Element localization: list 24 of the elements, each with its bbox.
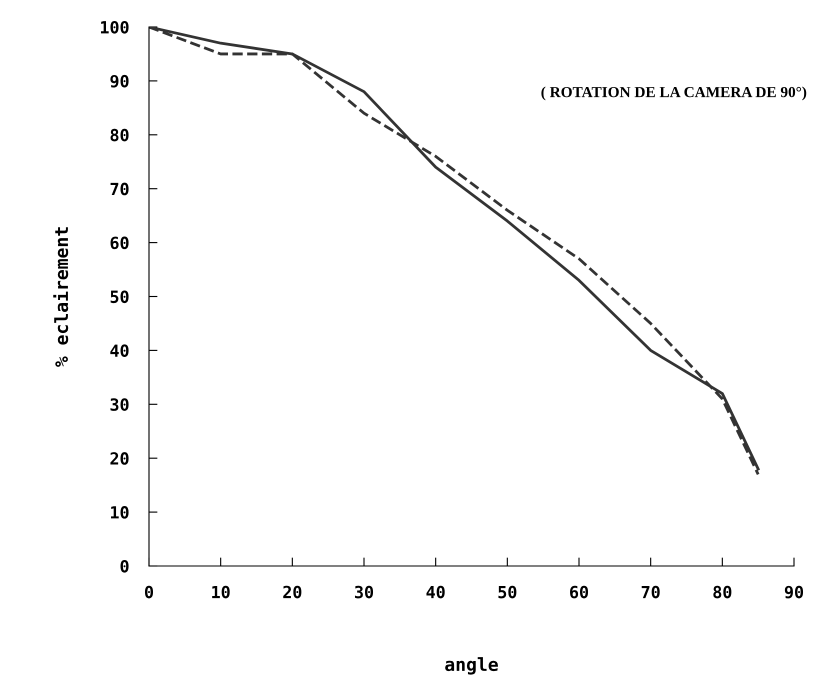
x-tick-label: 80 <box>713 586 732 598</box>
y-tick-label: 0 <box>120 560 129 573</box>
y-tick-label: 60 <box>110 236 129 250</box>
x-axis-title: angle <box>445 657 498 675</box>
x-tick-label: 40 <box>426 586 445 598</box>
y-tick-label: 40 <box>110 344 129 357</box>
y-tick-label: 30 <box>110 398 129 411</box>
x-tick-label: 20 <box>283 586 302 598</box>
y-tick-label: 100 <box>100 20 129 34</box>
x-tick-label: 70 <box>642 586 660 598</box>
y-axis-title: % eclairement <box>53 227 68 367</box>
x-tick-label: 10 <box>212 586 230 598</box>
x-tick-label: 50 <box>498 586 516 598</box>
x-tick-label: 0 <box>144 586 154 598</box>
y-tick-label: 20 <box>110 452 129 465</box>
y-tick-label: 10 <box>111 506 129 519</box>
y-tick-label: 80 <box>110 128 129 142</box>
y-tick-label: 50 <box>110 290 129 304</box>
y-tick-label: 70 <box>110 182 129 196</box>
x-tick-label: 30 <box>354 586 374 598</box>
x-tick-label: 90 <box>784 586 804 598</box>
annotation: ( ROTATION DE LA CAMERA DE 90°) <box>541 86 806 100</box>
x-tick-label: 60 <box>570 586 588 598</box>
y-tick-label: 90 <box>110 74 129 88</box>
